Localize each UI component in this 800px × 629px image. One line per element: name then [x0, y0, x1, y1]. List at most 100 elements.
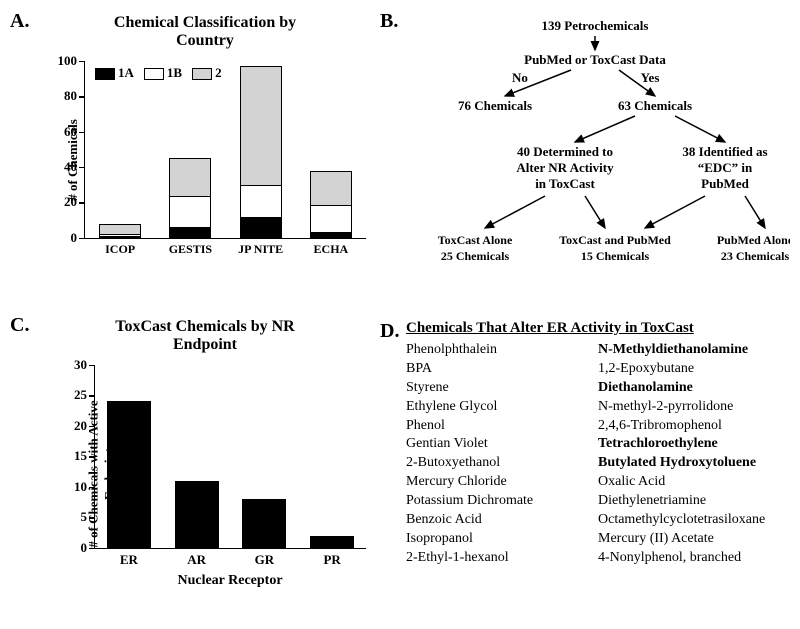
- chart-c-ytick: [89, 517, 95, 519]
- flow-text: “EDC” in: [698, 160, 753, 175]
- chart-c: ToxCast Chemicals by NR Endpoint # of Ch…: [38, 318, 372, 589]
- panel-d-cell-left: Ethylene Glycol: [406, 398, 598, 417]
- flow-text: PubMed Alone: [717, 233, 790, 247]
- panel-d-cell-left: Phenolphthalein: [406, 341, 598, 360]
- panel-c: C. ToxCast Chemicals by NR Endpoint # of…: [10, 314, 372, 589]
- flow-text: 38 Identified as: [682, 144, 767, 159]
- legend-1a: 1A: [95, 65, 134, 81]
- panel-d-cell-left: 2-Ethyl-1-hexanol: [406, 549, 598, 568]
- flow-text: 76 Chemicals: [458, 98, 532, 113]
- flow-text: 23 Chemicals: [721, 249, 790, 263]
- chart-a-segment-2: [241, 67, 281, 186]
- flow-text: 63 Chemicals: [618, 98, 692, 113]
- chart-c-bar: [242, 499, 286, 548]
- chart-c-xtick-label: GR: [255, 552, 275, 568]
- panel-d-cell-right: Tetrachloroethylene: [598, 435, 790, 454]
- chart-c-xtick-label: AR: [187, 552, 206, 568]
- chart-a-ytick-label: 80: [64, 88, 77, 104]
- panel-b-label: B.: [380, 10, 398, 33]
- chart-c-xtick-label: ER: [120, 552, 138, 568]
- chart-a-segment-2: [100, 225, 140, 236]
- flow-arrow: [575, 116, 635, 142]
- swatch-2: [192, 68, 212, 80]
- panel-d-cell-left: Mercury Chloride: [406, 473, 598, 492]
- flowchart-b: 139 Petrochemicals PubMed or ToxCast Data…: [380, 14, 790, 304]
- flow-text: PubMed: [701, 176, 749, 191]
- chart-c-ytick-label: 30: [74, 357, 87, 373]
- flow-text: 25 Chemicals: [441, 249, 510, 263]
- chart-a-ytick: [79, 202, 85, 204]
- flow-arrow: [485, 196, 545, 228]
- chart-a-xtick-label: JP NITE: [238, 242, 283, 257]
- chart-a-segment-1A: [311, 233, 351, 236]
- chart-a-segment-1B: [100, 235, 140, 237]
- legend-1b-label: 1B: [167, 65, 182, 80]
- chart-a-xtick-label: ECHA: [314, 242, 349, 257]
- panel-d-cell-right: Mercury (II) Acetate: [598, 530, 790, 549]
- panel-d-cell-right: Diethylenetriamine: [598, 492, 790, 511]
- chart-c-title: ToxCast Chemicals by NR Endpoint: [38, 318, 372, 355]
- panel-d-cell-left: Potassium Dichromate: [406, 492, 598, 511]
- chart-c-ytick-label: 25: [74, 387, 87, 403]
- chart-c-plot: 051015202530ERARGRPR: [94, 365, 366, 549]
- flow-text: 139 Petrochemicals: [542, 18, 649, 33]
- chart-c-ytick: [89, 487, 95, 489]
- flow-text: No: [512, 70, 528, 85]
- chart-a-segment-2: [311, 172, 351, 206]
- legend-1b: 1B: [144, 65, 182, 81]
- chart-a-segment-1A: [170, 228, 210, 237]
- swatch-1a: [95, 68, 115, 80]
- flow-text: in ToxCast: [535, 176, 595, 191]
- chart-c-ytick: [89, 365, 95, 367]
- panel-d-title: Chemicals That Alter ER Activity in ToxC…: [406, 320, 790, 337]
- chart-a-segment-1B: [170, 197, 210, 228]
- flow-text: ToxCast Alone: [438, 233, 513, 247]
- chart-a-segment-2: [170, 159, 210, 197]
- panel-c-label: C.: [10, 314, 29, 337]
- panel-d-cell-right: Octamethylcyclotetrasiloxane: [598, 511, 790, 530]
- legend-2-label: 2: [215, 65, 222, 80]
- panel-d-label: D.: [380, 320, 399, 343]
- legend-2: 2: [192, 65, 222, 81]
- flow-text: PubMed or ToxCast Data: [524, 52, 666, 67]
- legend-1a-label: 1A: [118, 65, 134, 80]
- panel-a-label: A.: [10, 10, 29, 33]
- chart-c-ytick: [89, 548, 95, 550]
- chart-c-ytick: [89, 426, 95, 428]
- chart-a-ytick-label: 100: [58, 53, 78, 69]
- chart-a-segment-1A: [241, 218, 281, 237]
- panel-d: D. Chemicals That Alter ER Activity in T…: [380, 320, 790, 589]
- panel-d-cell-right: 2,4,6-Tribromophenol: [598, 417, 790, 436]
- chart-a-xtick-label: GESTIS: [169, 242, 212, 257]
- chart-a-ytick: [79, 132, 85, 134]
- chart-a-xtick-label: ICOP: [105, 242, 135, 257]
- chart-c-ytick-label: 20: [74, 418, 87, 434]
- chart-a: Chemical Classification by Country # of …: [38, 14, 372, 265]
- flow-text: Alter NR Activity: [516, 160, 614, 175]
- panel-d-cell-left: Styrene: [406, 379, 598, 398]
- chart-a-plot: 1A 1B 2 020406080100ICOPGESTISJP NITEECH…: [84, 61, 366, 239]
- chart-c-ytick: [89, 395, 95, 397]
- chart-c-title-line1: ToxCast Chemicals by NR: [115, 318, 294, 335]
- flow-arrow: [675, 116, 725, 142]
- panel-d-cell-left: 2-Butoxyethanol: [406, 454, 598, 473]
- flow-text: ToxCast and PubMed: [559, 233, 671, 247]
- chart-a-ytick-label: 40: [64, 159, 77, 175]
- chart-c-xtick-label: PR: [323, 552, 340, 568]
- flow-text: Yes: [641, 70, 660, 85]
- chart-a-ytick: [79, 61, 85, 63]
- chart-a-ytick-label: 20: [64, 194, 77, 210]
- chart-c-xlabel: Nuclear Receptor: [94, 573, 366, 589]
- panel-b: B. 139 Petrochemicals PubMed or ToxCast D…: [380, 10, 790, 304]
- chart-a-ytick: [79, 238, 85, 240]
- chart-a-bar: [240, 66, 282, 238]
- panel-d-cell-right: Oxalic Acid: [598, 473, 790, 492]
- chart-c-ytick-label: 10: [74, 479, 87, 495]
- chart-a-ytick-label: 0: [71, 230, 78, 246]
- panel-d-cell-right: N-Methyldiethanolamine: [598, 341, 790, 360]
- swatch-1b: [144, 68, 164, 80]
- panel-d-cell-left: Phenol: [406, 417, 598, 436]
- chart-a-title-line1: Chemical Classification by: [114, 14, 296, 31]
- panel-d-cell-left: Isopropanol: [406, 530, 598, 549]
- chart-c-bar: [310, 536, 354, 548]
